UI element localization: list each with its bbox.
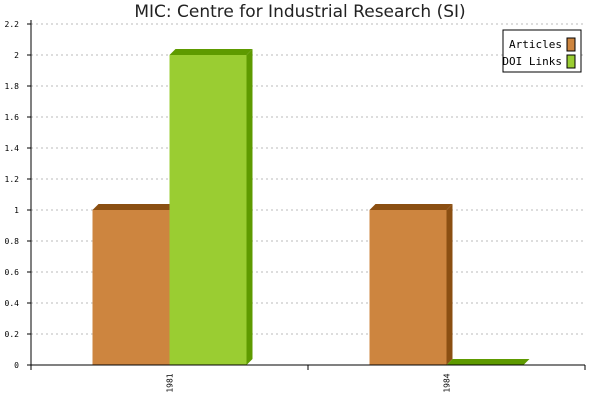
legend: Articles DOI Links [502, 29, 582, 73]
y-tick-label: 0 [14, 361, 19, 370]
bar-top-face [92, 204, 176, 210]
bar-doi-links-1984 [446, 359, 530, 365]
y-tick-label: 1.4 [5, 144, 20, 153]
y-tick-label: 0.2 [5, 330, 20, 339]
y-tick-label: 2.2 [5, 20, 20, 29]
legend-label: DOI Links [502, 55, 562, 68]
y-tick-label: 1.6 [5, 113, 20, 122]
x-axis-ticks: 1981 1984 [30, 365, 586, 393]
y-tick-label: 2 [14, 51, 19, 60]
y-tick-label: 0.6 [5, 268, 20, 277]
bars [92, 49, 530, 365]
grid-lines [31, 23, 585, 335]
legend-swatch [566, 54, 576, 69]
bar-side-face [446, 204, 453, 365]
chart-title: MIC: Centre for Industrial Research (SI) [134, 2, 465, 22]
legend-label: Articles [509, 38, 562, 51]
bar-top-face [369, 204, 453, 210]
y-tick-label: 1 [14, 206, 19, 215]
bar-top-face [446, 359, 530, 365]
bar-side-face [246, 49, 253, 365]
bar-top-face [169, 49, 253, 55]
bar-articles-1984 [369, 204, 453, 365]
bar-front-face [169, 55, 247, 365]
bar-front-face [369, 210, 447, 365]
legend-swatch [566, 37, 576, 52]
y-tick-label: 0.4 [5, 299, 20, 308]
x-tick-label: 1984 [443, 373, 452, 392]
bar-doi-links-1981 [169, 49, 253, 365]
y-tick-label: 1.8 [5, 82, 20, 91]
bar-articles-1981 [92, 204, 176, 365]
bar-front-face [92, 210, 170, 365]
y-tick-label: 1.2 [5, 175, 20, 184]
y-axis-ticks: 0 0.2 0.4 0.6 0.8 1 1.2 1.4 1.6 1.8 2 2.2 [5, 20, 31, 370]
y-tick-label: 0.8 [5, 237, 20, 246]
x-tick-label: 1981 [166, 373, 175, 392]
